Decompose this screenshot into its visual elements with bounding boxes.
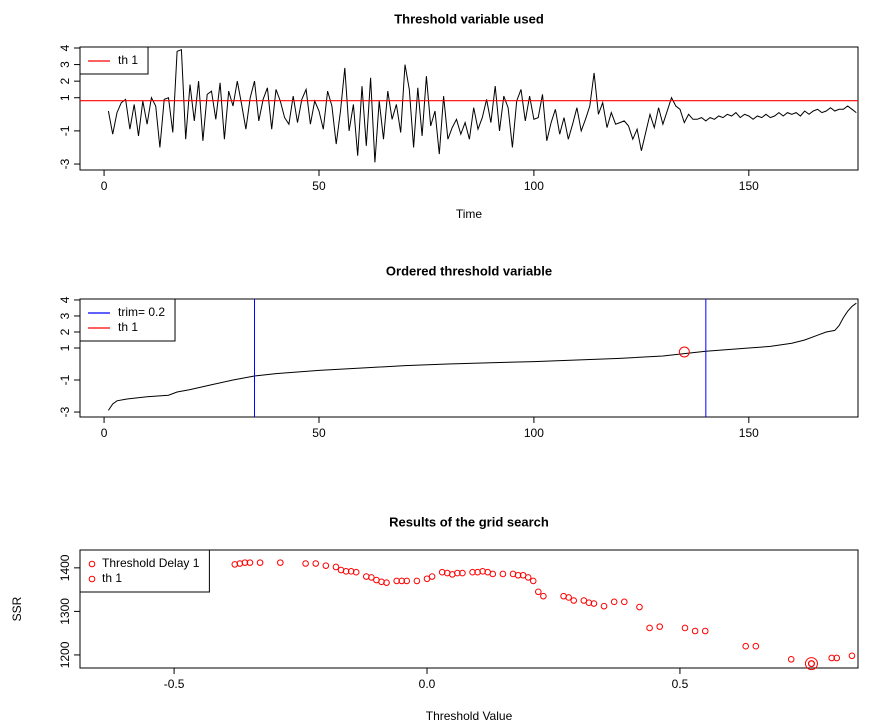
scatter-point [469, 568, 476, 576]
x-tick-label: 100 [524, 426, 544, 440]
scatter-point [620, 598, 628, 606]
y-tick-label: 1200 [58, 641, 72, 668]
x-tick-label: 150 [739, 179, 759, 193]
scatter-point [459, 569, 466, 577]
scatter-point [302, 560, 309, 567]
scatter-point [636, 603, 643, 611]
scatter-point [524, 574, 532, 581]
chart-title: Results of the grid search [389, 514, 549, 529]
scatter-point [590, 600, 598, 607]
x-axis-label: Time [456, 207, 483, 221]
scatter-point [413, 577, 421, 585]
y-tick-label: 4 [58, 296, 72, 303]
scatter-point [454, 569, 461, 577]
y-tick-label: 1 [58, 344, 72, 351]
data-line [107, 48, 857, 163]
legend-label: th 1 [102, 571, 122, 585]
y-tick-label: 3 [58, 312, 72, 319]
legend-symbol [88, 560, 96, 568]
plot-frame [79, 549, 859, 669]
scatter-point [535, 588, 542, 596]
scatter-point [342, 568, 350, 575]
scatter-point [393, 577, 400, 585]
x-tick-label: 0 [101, 426, 108, 440]
legend-label: trim= 0.2 [118, 305, 165, 319]
plot-frame [79, 46, 859, 171]
scatter-point [600, 602, 608, 610]
scatter-point [514, 571, 522, 579]
scatter-point [570, 597, 578, 604]
scatter-point [256, 559, 264, 566]
scatter-point [828, 654, 835, 662]
scatter-point [701, 627, 709, 635]
x-tick-label: 50 [312, 179, 326, 193]
scatter-point [833, 654, 841, 662]
x-tick-label: 150 [739, 426, 759, 440]
y-tick-label: -1 [58, 374, 72, 385]
scatter-point [312, 560, 320, 567]
highlight-point [804, 657, 818, 671]
scatter-point [752, 642, 760, 650]
legend-box [79, 549, 210, 593]
scatter-point [246, 559, 254, 566]
y-tick-label: 1400 [58, 554, 72, 581]
y-axis-label: SSR [10, 596, 24, 621]
scatter-point [489, 570, 497, 578]
scatter-point [742, 642, 750, 650]
y-tick-label: 1300 [58, 598, 72, 625]
legend-label: Threshold Delay 1 [102, 556, 200, 570]
scatter-point [848, 652, 856, 660]
x-tick-label: -0.5 [164, 677, 185, 691]
legend-box [79, 298, 176, 342]
x-tick-label: 0.5 [672, 677, 689, 691]
x-axis-label: Threshold Value [426, 709, 513, 723]
y-tick-label: 2 [58, 328, 72, 335]
highlight-point-inner [807, 660, 815, 668]
scatter-point [398, 577, 406, 585]
y-tick-label: 1 [58, 94, 72, 101]
y-tick-label: -3 [58, 406, 72, 417]
scatter-point [352, 568, 360, 576]
y-tick-label: 2 [58, 77, 72, 84]
scatter-point [368, 574, 375, 581]
scatter-point [540, 592, 547, 600]
y-tick-label: -1 [58, 125, 72, 136]
x-tick-label: 0.0 [419, 677, 436, 691]
scatter-point [681, 624, 689, 632]
scatter-point [277, 559, 284, 566]
chart-title: Threshold variable used [394, 11, 544, 26]
legend-label: th 1 [118, 320, 138, 334]
scatter-point [403, 577, 411, 585]
scatter-point [428, 573, 436, 580]
y-tick-label: 3 [58, 61, 72, 68]
scatter-point [529, 577, 537, 585]
x-tick-label: 100 [524, 179, 544, 193]
scatter-point [241, 559, 249, 566]
scatter-point [499, 570, 507, 578]
scatter-point [332, 563, 340, 571]
scatter-point [565, 594, 572, 601]
plot-frame [79, 298, 859, 418]
scatter-point [610, 598, 618, 606]
threshold-marker [678, 346, 690, 358]
y-tick-label: 4 [58, 44, 72, 51]
x-tick-label: 0 [101, 179, 108, 193]
chart-title: Ordered threshold variable [386, 263, 552, 278]
x-tick-label: 50 [312, 426, 326, 440]
scatter-point [656, 623, 664, 630]
scatter-point [383, 579, 390, 586]
scatter-point [322, 562, 330, 569]
legend-symbol [88, 575, 96, 583]
legend-label: th 1 [118, 53, 138, 67]
y-tick-label: -3 [58, 158, 72, 169]
scatter-point [787, 655, 795, 663]
data-line [107, 302, 857, 411]
scatter-point [691, 627, 699, 635]
scatter-point [646, 624, 653, 632]
